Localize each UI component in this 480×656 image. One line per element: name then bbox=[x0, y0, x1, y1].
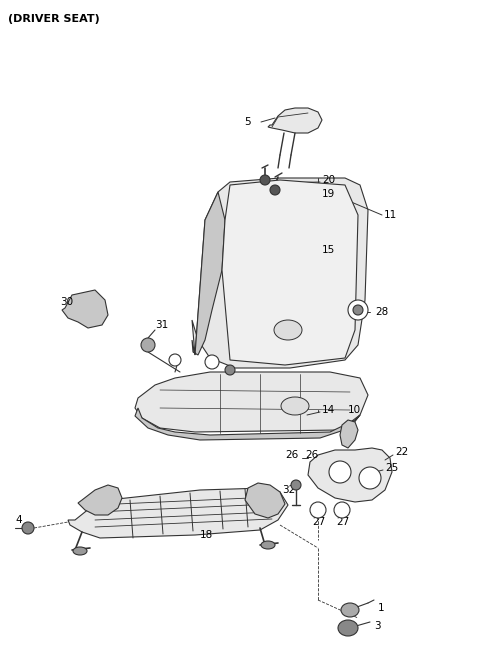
Text: 1: 1 bbox=[378, 603, 384, 613]
Polygon shape bbox=[135, 408, 360, 440]
Text: 5: 5 bbox=[244, 117, 251, 127]
Ellipse shape bbox=[348, 300, 368, 320]
Polygon shape bbox=[192, 192, 225, 355]
Polygon shape bbox=[78, 485, 122, 515]
Polygon shape bbox=[68, 488, 288, 538]
Ellipse shape bbox=[169, 354, 181, 366]
Polygon shape bbox=[268, 108, 322, 133]
Text: 20: 20 bbox=[322, 175, 335, 185]
Ellipse shape bbox=[22, 522, 34, 534]
Text: 27: 27 bbox=[312, 517, 325, 527]
Ellipse shape bbox=[291, 480, 301, 490]
Text: 27: 27 bbox=[336, 517, 349, 527]
Text: 26: 26 bbox=[285, 450, 298, 460]
Text: 25: 25 bbox=[385, 463, 398, 473]
Text: 26: 26 bbox=[305, 450, 318, 460]
Ellipse shape bbox=[225, 365, 235, 375]
Text: 3: 3 bbox=[374, 621, 381, 631]
Ellipse shape bbox=[353, 305, 363, 315]
Text: (DRIVER SEAT): (DRIVER SEAT) bbox=[8, 14, 100, 24]
Polygon shape bbox=[222, 180, 358, 365]
Text: 19: 19 bbox=[322, 189, 335, 199]
Polygon shape bbox=[192, 178, 368, 368]
Text: 4: 4 bbox=[15, 515, 22, 525]
Text: 15: 15 bbox=[322, 245, 335, 255]
Text: 28: 28 bbox=[375, 307, 388, 317]
Ellipse shape bbox=[205, 355, 219, 369]
Ellipse shape bbox=[73, 547, 87, 555]
Polygon shape bbox=[308, 448, 392, 502]
Polygon shape bbox=[135, 372, 368, 432]
Text: 11: 11 bbox=[384, 210, 397, 220]
Ellipse shape bbox=[141, 338, 155, 352]
Ellipse shape bbox=[334, 502, 350, 518]
Text: 22: 22 bbox=[395, 447, 408, 457]
Ellipse shape bbox=[260, 175, 270, 185]
Text: 14: 14 bbox=[322, 405, 335, 415]
Ellipse shape bbox=[341, 603, 359, 617]
Ellipse shape bbox=[281, 397, 309, 415]
Polygon shape bbox=[340, 420, 358, 448]
Text: 10: 10 bbox=[348, 405, 361, 415]
Text: 31: 31 bbox=[155, 320, 168, 330]
Ellipse shape bbox=[261, 541, 275, 549]
Ellipse shape bbox=[338, 620, 358, 636]
Polygon shape bbox=[62, 290, 108, 328]
Ellipse shape bbox=[274, 320, 302, 340]
Ellipse shape bbox=[359, 467, 381, 489]
Ellipse shape bbox=[310, 502, 326, 518]
Text: 30: 30 bbox=[60, 297, 73, 307]
Polygon shape bbox=[245, 483, 285, 518]
Text: 32: 32 bbox=[282, 485, 295, 495]
Ellipse shape bbox=[270, 185, 280, 195]
Ellipse shape bbox=[329, 461, 351, 483]
Text: 18: 18 bbox=[200, 530, 213, 540]
